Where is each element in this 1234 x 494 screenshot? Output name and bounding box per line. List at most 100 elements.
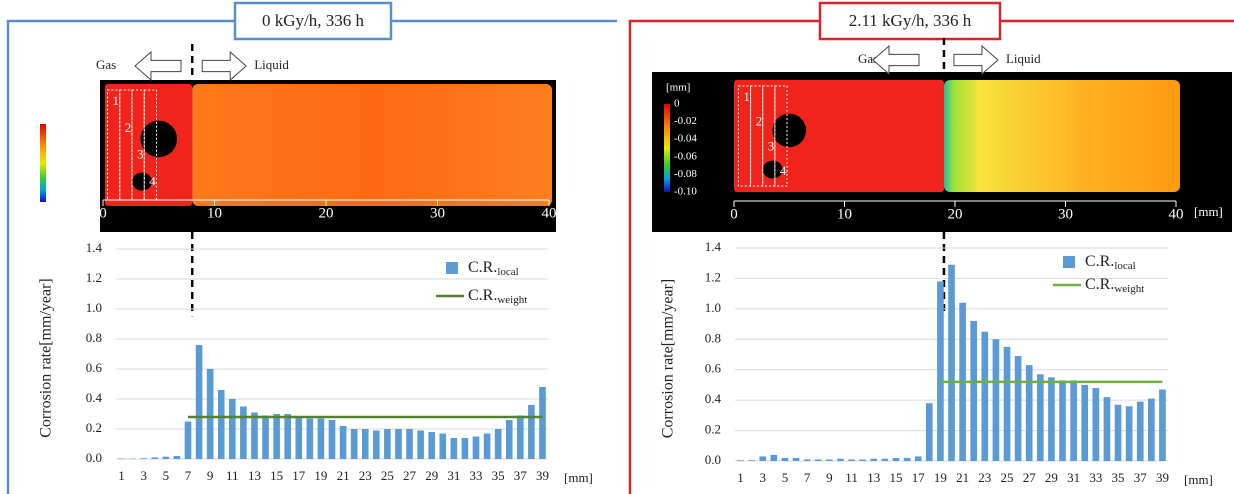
y-tick-label: 1.4 bbox=[86, 240, 103, 255]
bar bbox=[240, 407, 247, 460]
bar bbox=[251, 413, 258, 460]
legend-label: C.R.local bbox=[468, 259, 519, 278]
gas-label: Gas bbox=[96, 57, 116, 72]
bar bbox=[517, 416, 524, 460]
bar bbox=[815, 459, 822, 461]
map-tick-label: 10 bbox=[207, 205, 222, 221]
bar bbox=[185, 422, 192, 460]
bar bbox=[406, 429, 413, 459]
bar bbox=[473, 437, 480, 460]
bar bbox=[506, 420, 513, 459]
bar bbox=[1070, 380, 1077, 461]
x-tick-label: 1 bbox=[737, 470, 744, 485]
map-tick-label: 10 bbox=[837, 206, 852, 222]
panel-title: 2.11 kGy/h, 336 h bbox=[849, 11, 972, 30]
bar bbox=[1037, 374, 1044, 461]
x-tick-label: 17 bbox=[912, 470, 926, 485]
bar bbox=[1048, 377, 1055, 461]
x-tick-label: 33 bbox=[1089, 470, 1102, 485]
bar bbox=[782, 458, 789, 461]
legend-swatch bbox=[1063, 256, 1075, 268]
bar bbox=[882, 459, 889, 461]
x-tick-label: 27 bbox=[1023, 470, 1037, 485]
region-label: 3 bbox=[768, 138, 775, 153]
x-tick-label: 15 bbox=[889, 470, 902, 485]
bar bbox=[893, 458, 900, 461]
x-tick-label: 33 bbox=[470, 468, 483, 483]
y-tick-label: 1.0 bbox=[86, 300, 102, 315]
bar bbox=[462, 438, 469, 459]
bar bbox=[174, 456, 181, 459]
y-tick-label: 1.2 bbox=[705, 269, 721, 284]
map-tick-label: 20 bbox=[319, 205, 334, 221]
bar bbox=[1159, 389, 1166, 461]
bar bbox=[351, 429, 358, 459]
bar bbox=[1059, 380, 1066, 461]
legend-label: C.R.local bbox=[1085, 253, 1136, 272]
bar bbox=[771, 455, 778, 461]
x-tick-label: 21 bbox=[956, 470, 969, 485]
y-tick-label: 0.6 bbox=[86, 360, 103, 375]
bar bbox=[207, 369, 214, 459]
hole bbox=[140, 121, 177, 158]
bar bbox=[218, 390, 225, 459]
bar bbox=[318, 419, 325, 460]
direction-arrow bbox=[135, 52, 181, 80]
colorbar bbox=[664, 104, 670, 192]
region-label: 4 bbox=[780, 163, 787, 178]
x-tick-label: 37 bbox=[1134, 470, 1148, 485]
x-tick-label: 21 bbox=[337, 468, 350, 483]
y-tick-label: 0.0 bbox=[86, 450, 102, 465]
bar bbox=[140, 458, 147, 459]
x-tick-label: 39 bbox=[536, 468, 549, 483]
colorbar-unit: [mm] bbox=[666, 82, 690, 94]
colorbar-tick-label: -0.04 bbox=[674, 133, 697, 145]
x-tick-label: 3 bbox=[760, 470, 767, 485]
bar bbox=[417, 431, 424, 460]
legend-name: C.R. bbox=[1085, 276, 1114, 293]
bar bbox=[915, 456, 922, 461]
region-label: 1 bbox=[743, 89, 750, 104]
y-tick-label: 0.8 bbox=[86, 330, 102, 345]
legend-subscript: weight bbox=[1114, 283, 1144, 295]
bar bbox=[804, 459, 811, 461]
x-tick-label: 13 bbox=[867, 470, 880, 485]
x-tick-label: 23 bbox=[978, 470, 991, 485]
bar bbox=[484, 434, 491, 460]
x-tick-label: 1 bbox=[118, 468, 125, 483]
legend-name: C.R. bbox=[468, 287, 497, 304]
x-tick-label: 35 bbox=[1112, 470, 1125, 485]
direction-arrow bbox=[202, 52, 246, 80]
bar bbox=[1148, 399, 1155, 461]
bar bbox=[539, 387, 546, 459]
map-tick-label: 30 bbox=[430, 205, 445, 221]
x-tick-label: 13 bbox=[248, 468, 261, 483]
x-tick-label: 17 bbox=[292, 468, 306, 483]
bar bbox=[1093, 388, 1100, 461]
colorbar-tick-label: -0.10 bbox=[50, 196, 73, 208]
bar bbox=[1004, 347, 1011, 461]
x-tick-label: 19 bbox=[934, 470, 947, 485]
legend-swatch bbox=[446, 262, 458, 274]
bar bbox=[340, 426, 347, 459]
map-tick-label: 40 bbox=[1169, 206, 1184, 222]
bar bbox=[451, 438, 458, 459]
bar bbox=[1081, 385, 1088, 461]
x-unit: [mm] bbox=[1184, 472, 1213, 487]
x-tick-label: 39 bbox=[1156, 470, 1169, 485]
bar bbox=[495, 429, 502, 459]
colorbar-tick-label: 0 bbox=[50, 118, 56, 130]
bar bbox=[1115, 405, 1122, 461]
bar bbox=[395, 429, 402, 459]
x-tick-label: 15 bbox=[270, 468, 283, 483]
map-x-unit: [mm] bbox=[1194, 204, 1223, 219]
legend-name: C.R. bbox=[1085, 253, 1114, 270]
y-tick-label: 0.2 bbox=[86, 420, 102, 435]
bar bbox=[307, 419, 314, 460]
bar bbox=[284, 414, 291, 459]
legend-subscript: weight bbox=[497, 294, 527, 306]
region-label: 2 bbox=[756, 114, 763, 129]
colorbar-tick-label: -0.05 bbox=[50, 157, 73, 169]
liquid-region bbox=[944, 80, 1180, 192]
bar bbox=[273, 414, 280, 459]
